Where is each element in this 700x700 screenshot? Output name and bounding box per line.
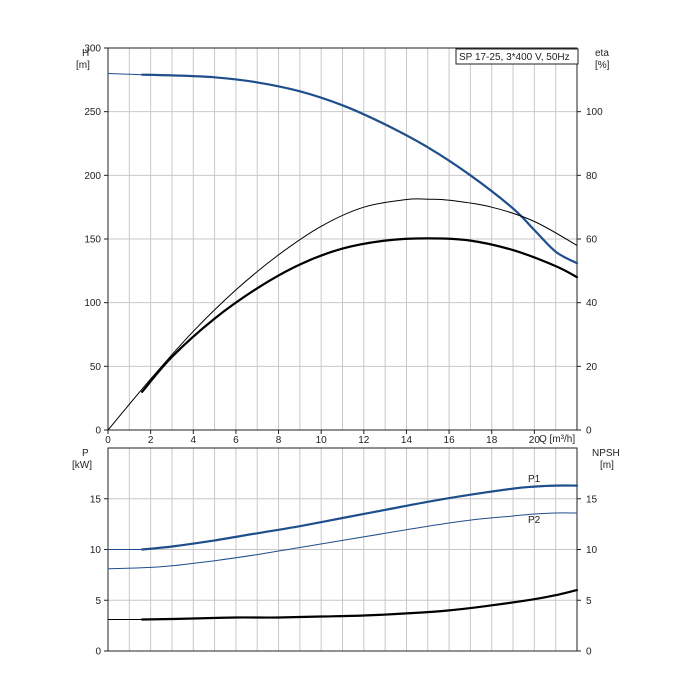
y-left-tick-label: 250 bbox=[84, 107, 101, 118]
x-axis-label: Q [m³/h] bbox=[539, 434, 575, 445]
series-line-p1 bbox=[141, 484, 579, 551]
x-tick-label: 10 bbox=[316, 435, 328, 446]
y-right-tick-label: 10 bbox=[586, 545, 598, 556]
chart-title: SP 17-25, 3*400 V, 50Hz bbox=[459, 52, 570, 63]
p-axis-label: P bbox=[82, 448, 89, 459]
head-efficiency-chart: 0 50 100 150 200 250 300 0 20 40 60 80 100 0 2 4 6 8 10 12 1… bbox=[84, 44, 603, 447]
x-tick-label: 0 bbox=[105, 435, 111, 446]
y-left-unit: [m] bbox=[76, 60, 90, 71]
y-right-tick-label: 40 bbox=[586, 298, 598, 309]
series-line bbox=[141, 589, 579, 621]
series-label-p1: P1 bbox=[528, 474, 541, 485]
npsh-axis-unit: [m] bbox=[600, 460, 614, 471]
npsh-axis-label: NPSH bbox=[592, 448, 620, 459]
x-tick-label: 20 bbox=[529, 435, 541, 446]
y-left-tick-label: 100 bbox=[84, 298, 101, 309]
y-right-tick-label: 15 bbox=[586, 494, 598, 505]
x-tick-label: 6 bbox=[233, 435, 239, 446]
x-tick-label: 12 bbox=[358, 435, 370, 446]
x-tick-label: 4 bbox=[190, 435, 196, 446]
x-tick-label: 16 bbox=[444, 435, 456, 446]
power-npsh-chart: 0 5 10 15 0 5 10 15 bbox=[90, 447, 598, 658]
series-extension-line bbox=[107, 73, 143, 76]
y-right-tick-label: 100 bbox=[586, 107, 603, 118]
y-left-tick-label: 0 bbox=[95, 426, 101, 437]
y-right-tick-label: 60 bbox=[586, 235, 598, 246]
series-label-p2: P2 bbox=[528, 515, 541, 526]
y-right-label: eta bbox=[595, 48, 609, 59]
y-right-tick-label: 0 bbox=[586, 647, 592, 658]
y-left-tick-label: 5 bbox=[95, 596, 101, 607]
y-left-tick-label: 300 bbox=[84, 44, 101, 55]
series-line-p2 bbox=[107, 512, 578, 570]
chart-title-box: SP 17-25, 3*400 V, 50Hz bbox=[455, 48, 579, 65]
series-line bbox=[107, 198, 578, 431]
x-tick-label: 18 bbox=[486, 435, 498, 446]
y-left-tick-label: 10 bbox=[90, 545, 102, 556]
y-left-tick-label: 50 bbox=[90, 362, 102, 373]
y-left-tick-label: 150 bbox=[84, 235, 101, 246]
x-tick-label: 2 bbox=[148, 435, 154, 446]
x-tick-label: 8 bbox=[276, 435, 282, 446]
y-right-tick-label: 0 bbox=[586, 426, 592, 437]
y-right-tick-label: 80 bbox=[586, 171, 598, 182]
y-right-tick-label: 5 bbox=[586, 596, 592, 607]
x-tick-label: 14 bbox=[401, 435, 413, 446]
series-line bbox=[141, 73, 579, 265]
p-axis-unit: [kW] bbox=[72, 460, 92, 471]
y-left-label: H bbox=[82, 48, 89, 59]
y-right-unit: [%] bbox=[595, 60, 610, 71]
y-right-tick-label: 20 bbox=[586, 362, 598, 373]
y-left-tick-label: 200 bbox=[84, 171, 101, 182]
y-left-tick-label: 15 bbox=[90, 494, 102, 505]
series-line bbox=[141, 237, 579, 393]
y-left-tick-label: 0 bbox=[95, 647, 101, 658]
